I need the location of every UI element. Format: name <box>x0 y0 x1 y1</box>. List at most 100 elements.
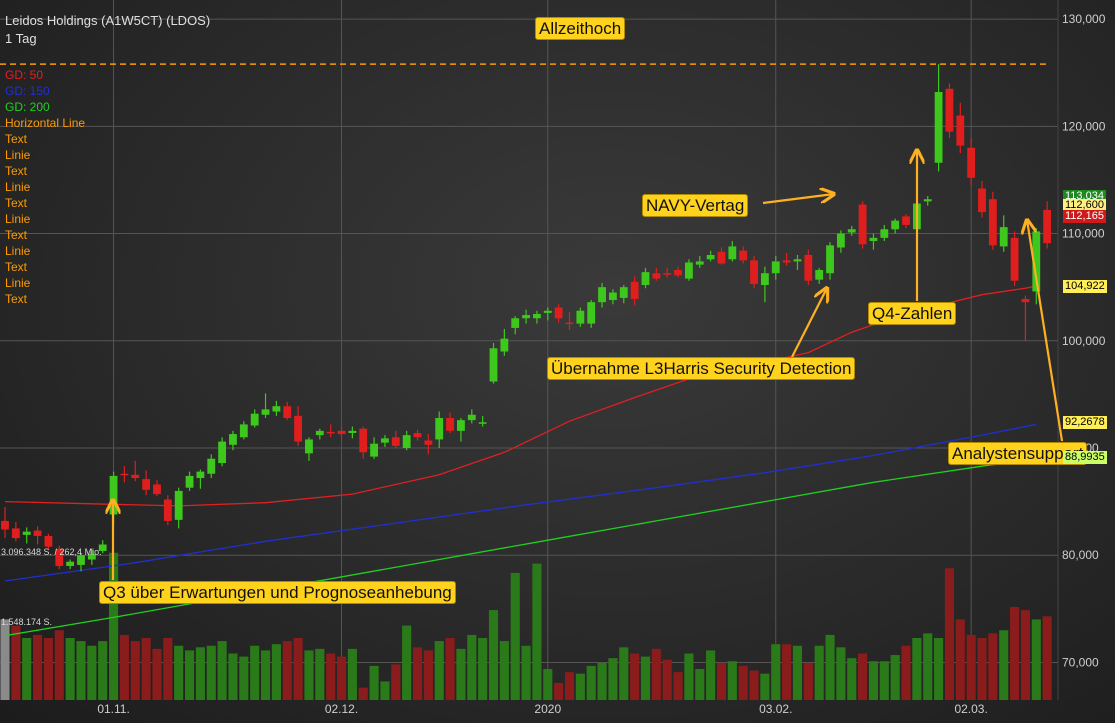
volume-bar <box>195 647 205 700</box>
annotation-analysten[interactable]: Analystensupport <box>948 442 1088 465</box>
volume-bar <box>304 650 314 700</box>
y-tick-label: 100,000 <box>1062 334 1106 348</box>
volume-bar <box>402 625 412 700</box>
volume-bar <box>336 656 347 700</box>
volume-bar <box>347 648 357 700</box>
volume-bar <box>11 625 21 700</box>
legend: GD: 50 GD: 150 GD: 200 Horizontal Line Text L… <box>5 67 85 307</box>
candle-body <box>435 417 444 440</box>
y-tick-label: 80,000 <box>1062 548 1099 562</box>
legend-item[interactable]: Linie <box>5 148 31 162</box>
chart-title: Leidos Holdings (A1W5CT) (LDOS) <box>5 13 211 28</box>
legend-item[interactable]: GD: 150 <box>5 84 50 98</box>
candle-body <box>706 254 715 260</box>
candle-body <box>207 458 216 474</box>
candle-body <box>630 281 639 299</box>
candle-body <box>880 229 889 238</box>
legend-item[interactable]: Text <box>5 228 28 242</box>
volume-bar <box>662 659 672 700</box>
volume-bar <box>944 568 955 700</box>
annotation-allzeithoch[interactable]: Allzeithoch <box>535 17 626 40</box>
candle-body <box>196 471 205 479</box>
volume-bar <box>510 572 520 700</box>
candle-body <box>359 428 368 453</box>
volume-bar <box>391 664 401 700</box>
candle-body <box>663 273 672 275</box>
candle-body <box>163 499 172 521</box>
candlesticks <box>1 64 1052 572</box>
volume-bars <box>0 552 1052 700</box>
volume-bar <box>434 641 444 700</box>
volume-bar <box>977 638 987 700</box>
ma200-line <box>4 458 1037 637</box>
candle-body <box>239 424 248 438</box>
legend-item[interactable]: Linie <box>5 276 31 290</box>
volume-bar <box>586 665 596 700</box>
legend-item[interactable]: Text <box>5 260 28 274</box>
candle-body <box>739 250 748 261</box>
candle-body <box>250 413 259 426</box>
candle-body <box>934 92 943 163</box>
candle-body <box>565 322 574 325</box>
candle-body <box>945 88 954 132</box>
volume-bar <box>890 655 900 700</box>
volume-bar <box>293 638 303 700</box>
volume-bar <box>467 634 477 700</box>
x-tick-label: 2020 <box>534 702 561 716</box>
candle-body <box>826 245 834 274</box>
y-tick-label: 130,000 <box>1062 12 1106 26</box>
candle-body <box>326 431 335 434</box>
volume-bar <box>1042 616 1052 700</box>
annotation-q3[interactable]: Q3 über Erwartungen und Prognoseanhebung <box>99 581 456 604</box>
legend-item[interactable]: Text <box>5 292 28 306</box>
x-axis: 01.11. 02.12. 2020 03.02. 02.03. <box>97 702 988 716</box>
legend-item[interactable]: GD: 50 <box>5 68 44 82</box>
volume-bar <box>684 653 694 700</box>
legend-item[interactable]: Text <box>5 132 28 146</box>
volume-bar <box>163 638 173 700</box>
candle-body <box>793 259 802 262</box>
volume-bar <box>119 634 129 700</box>
candle-body <box>847 229 856 233</box>
candle-body <box>294 415 303 442</box>
x-tick-label: 01.11. <box>97 702 129 716</box>
volume-bar <box>326 653 336 700</box>
candle-body <box>348 430 357 433</box>
volume-bar <box>239 656 249 700</box>
volume-bar <box>868 661 879 700</box>
legend-item[interactable]: Linie <box>5 212 31 226</box>
volume-bar <box>630 653 640 700</box>
legend-item[interactable]: Text <box>5 196 28 210</box>
candle-body <box>674 270 682 276</box>
volume-bar <box>771 644 781 700</box>
annotation-q4[interactable]: Q4-Zahlen <box>868 302 957 325</box>
volume-bar <box>554 682 564 700</box>
volume-bar <box>315 648 325 700</box>
candle-body <box>109 475 118 515</box>
legend-item[interactable]: Linie <box>5 180 31 194</box>
volume-bar <box>847 658 857 700</box>
volume-bar <box>532 563 542 700</box>
volume-bar <box>619 647 629 700</box>
candle-body <box>902 216 910 225</box>
legend-item[interactable]: Horizontal Line <box>5 116 86 130</box>
annotation-uebernahme[interactable]: Übernahme L3Harris Security Detection <box>547 357 856 380</box>
legend-item[interactable]: Linie <box>5 244 31 258</box>
candle-body <box>153 484 161 495</box>
legend-item[interactable]: Text <box>5 164 28 178</box>
candle-body <box>98 544 107 551</box>
volume-bar <box>988 633 998 700</box>
candle-body <box>337 430 346 435</box>
candle-body <box>283 406 292 418</box>
price-label-close: 112,165 <box>1063 210 1106 224</box>
volume-bar <box>543 669 553 700</box>
candle-body <box>370 443 379 457</box>
volume-bar <box>640 656 651 700</box>
candle-body <box>1043 209 1052 244</box>
volume-bar <box>727 661 737 700</box>
annotation-navy[interactable]: NAVY-Vertag <box>642 194 749 217</box>
legend-item[interactable]: GD: 200 <box>5 100 50 114</box>
candle-body <box>120 473 129 476</box>
